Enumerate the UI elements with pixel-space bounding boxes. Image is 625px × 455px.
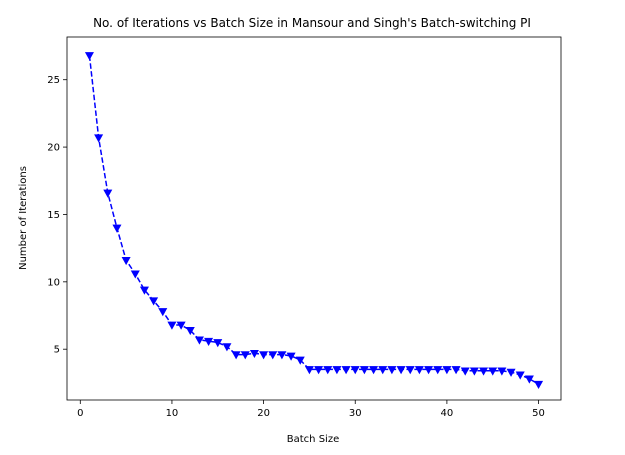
data-point-marker [176,321,186,330]
data-point-marker [167,321,177,330]
data-point-marker [121,256,131,266]
data-point-marker [515,371,525,380]
x-tick-label: 50 [532,408,545,419]
axes-frame [66,36,562,401]
data-point-marker [396,366,406,375]
data-point-marker [259,351,269,360]
y-axis-label: Number of Iterations [18,166,29,270]
data-point-marker [469,367,479,376]
data-point-marker [158,308,168,317]
data-point-marker [185,327,195,336]
data-point-marker [369,366,379,375]
data-point-marker [451,366,461,375]
x-tick-label: 30 [349,408,362,419]
data-point-marker [204,337,214,346]
data-point-marker [286,352,296,361]
x-tick-label: 10 [166,408,179,419]
y-tick-label: 15 [47,210,60,221]
data-point-marker [350,366,360,375]
data-point-marker [130,270,140,279]
data-point-marker [314,366,324,375]
data-point-marker [341,366,351,375]
data-point-marker [277,351,287,360]
chart-title: No. of Iterations vs Batch Size in Manso… [93,16,531,30]
data-point-marker [213,339,223,348]
data-point-marker [323,366,333,375]
y-tick-label: 10 [47,277,60,288]
y-tick-label: 5 [54,345,60,356]
data-point-marker [84,52,94,61]
data-point-marker [534,380,544,390]
data-point-marker [506,368,516,377]
data-point-marker [295,356,305,365]
data-point-marker [194,336,204,345]
plot-area: 0 10 20 30 40 50 5 10 15 20 25 [47,36,562,419]
data-point-marker [378,366,388,375]
data-point-marker [359,366,369,375]
data-point-marker [405,366,415,375]
data-point-marker [240,351,250,360]
data-point-marker [231,351,241,360]
data-point-marker [460,367,470,376]
data-point-marker [139,286,149,295]
data-point-marker [479,367,489,376]
data-point-marker [524,375,534,384]
y-tick-label: 20 [47,143,60,154]
data-point-marker [497,367,507,376]
x-tick-label: 0 [77,408,83,419]
y-tick-label: 25 [47,75,60,86]
data-point-marker [488,367,498,376]
data-point-marker [222,343,232,352]
data-point-marker [149,297,159,306]
data-point-marker [268,351,278,360]
data-point-marker [112,224,122,233]
x-tick-label: 20 [257,408,270,419]
data-point-marker [424,366,434,375]
data-point-marker [103,189,113,198]
data-point-marker [332,366,342,375]
x-tick-label: 40 [441,408,454,419]
data-point-marker [249,349,259,359]
data-point-marker [414,366,424,375]
data-point-marker [94,134,104,143]
x-axis-label: Batch Size [287,434,339,445]
data-point-marker [387,366,397,375]
data-point-marker [442,366,452,375]
data-point-marker [304,366,314,375]
data-point-marker [433,366,443,375]
